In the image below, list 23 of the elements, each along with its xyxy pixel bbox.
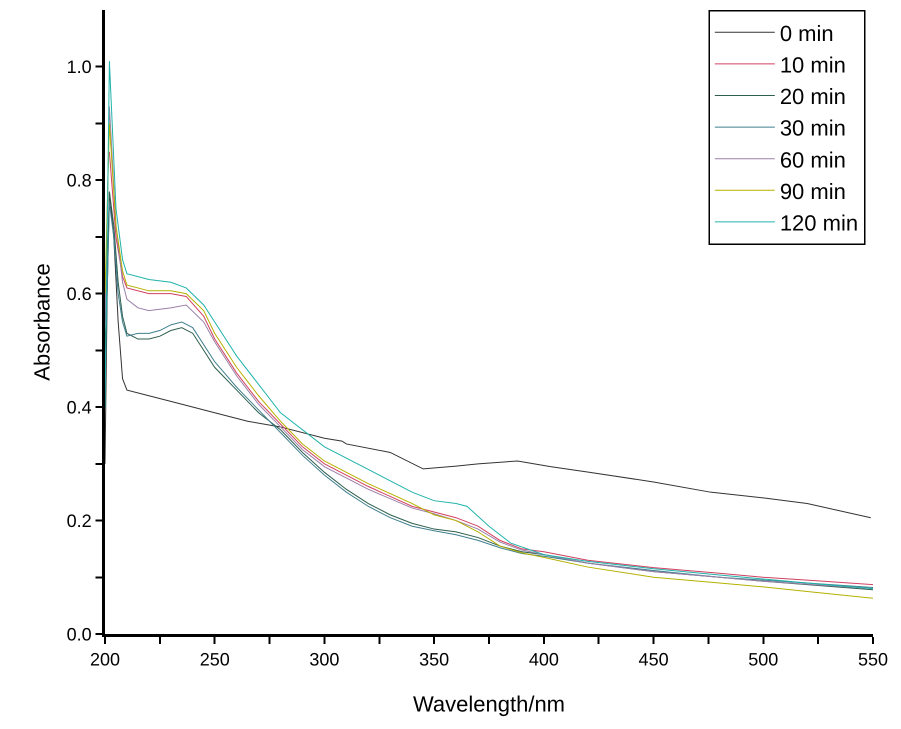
x-tick-label: 550 [858, 649, 888, 670]
legend-label: 20 min [780, 84, 846, 110]
y-axis-title: Absorbance [30, 263, 54, 381]
y-tick-label: 0.2 [66, 510, 92, 531]
x-tick-label: 300 [309, 649, 340, 670]
legend-label: 90 min [780, 178, 846, 204]
y-tick-label: 0.0 [66, 624, 92, 644]
x-tick-label: 350 [419, 649, 450, 670]
legend-label: 60 min [780, 147, 846, 172]
y-tick-label: 0.8 [66, 170, 92, 190]
legend-label: 0 min [780, 20, 834, 46]
y-tick-label: 1.0 [66, 57, 92, 78]
x-tick-label: 250 [200, 649, 230, 670]
y-tick-label: 0.6 [66, 284, 92, 304]
x-tick-label: 500 [748, 649, 778, 670]
x-axis-title: Wavelength/nm [412, 692, 566, 716]
x-tick-label: 400 [528, 649, 559, 670]
x-tick-label: 200 [90, 649, 120, 670]
legend-label: 10 min [780, 52, 846, 78]
y-tick-label: 0.4 [66, 397, 92, 418]
x-tick-label: 450 [638, 649, 669, 670]
legend-label: 30 min [780, 116, 846, 141]
legend-label: 120 min [780, 210, 858, 236]
